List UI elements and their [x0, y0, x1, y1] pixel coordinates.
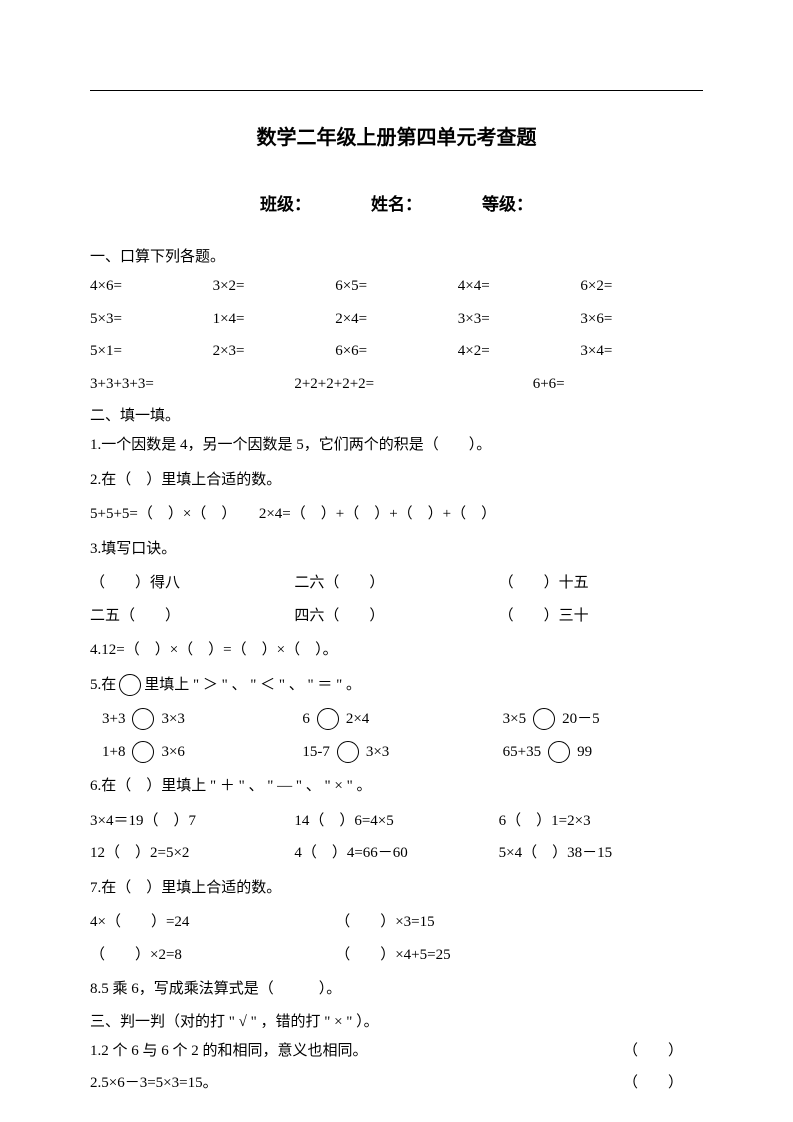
blank-cell: （ ）得八: [90, 569, 294, 598]
calc-cell: 3×4=: [580, 337, 703, 366]
s2-q7: 7.在（ ）里填上合适的数。: [90, 874, 703, 903]
blank-cell: （ ）三十: [499, 602, 703, 631]
blank-cell: 二五（ ）: [90, 602, 294, 631]
worksheet-page: 数学二年级上册第四单元考查题 班级： 姓名： 等级： 一、口算下列各题。 4×6…: [0, 0, 793, 1122]
s2-q2-line: 5+5+5=（ ）×（ ） 2×4=（ ）+（ ）+（ ）+（ ）: [90, 500, 703, 529]
compare-cell: 15-7 3×3: [302, 738, 502, 767]
fill-cell: 6（ ）1=2×3: [499, 807, 703, 836]
circle-icon: [337, 741, 359, 763]
s2-q3: 3.填写口诀。: [90, 535, 703, 564]
circle-icon: [533, 708, 555, 730]
blank-cell: （ ）十五: [499, 569, 703, 598]
right-val: 3×3: [161, 705, 184, 734]
left-val: 15-7: [302, 738, 330, 767]
right-val: 3×3: [366, 738, 389, 767]
calc-cell: 4×6=: [90, 272, 213, 301]
fill-cell: 12（ ）2=5×2: [90, 839, 294, 868]
s2-q5-row2: 1+8 3×6 15-7 3×3 65+35 99: [90, 738, 703, 767]
s2-q7-row1: 4×（ ）=24 （ ）×3=15: [90, 908, 703, 937]
s2-q1: 1.一个因数是 4，另一个因数是 5，它们两个的积是（ ）。: [90, 431, 703, 460]
s2-q5: 5.在 里填上 " ＞ " 、 " ＜ " 、 " ＝ " 。: [90, 671, 703, 700]
circle-icon: [132, 741, 154, 763]
calc-cell: 6×5=: [335, 272, 458, 301]
right-val: 20－5: [562, 705, 600, 734]
calc-cell: 2+2+2+2+2=: [294, 370, 532, 399]
calc-cell: 6×6=: [335, 337, 458, 366]
calc-cell: 2×3=: [213, 337, 336, 366]
s2-q3-row1: （ ）得八 二六（ ） （ ）十五: [90, 569, 703, 598]
fill-cell: （ ）×2=8: [90, 941, 335, 970]
fill-cell: 14（ ）6=4×5: [294, 807, 498, 836]
calc-cell: 3×2=: [213, 272, 336, 301]
left-val: 3×5: [503, 705, 526, 734]
s2-q5-row1: 3+3 3×3 6 2×4 3×5 20－5: [90, 705, 703, 734]
s2-q2: 2.在（ ）里填上合适的数。: [90, 466, 703, 495]
calc-cell: 1×4=: [213, 305, 336, 334]
compare-cell: 6 2×4: [302, 705, 502, 734]
name-label: 姓名：: [371, 190, 422, 215]
s3-q2: 2.5×6－3=5×3=15。 （ ）: [90, 1069, 703, 1098]
grade-label: 等级：: [482, 190, 533, 215]
judge-text: 2.5×6－3=5×3=15。: [90, 1069, 623, 1098]
s1-row1: 4×6= 3×2= 6×5= 4×4= 6×2=: [90, 272, 703, 301]
student-info-row: 班级： 姓名： 等级：: [90, 190, 703, 215]
fill-cell: 4（ ）4=66－60: [294, 839, 498, 868]
calc-cell: 5×1=: [90, 337, 213, 366]
calc-cell: 3×3=: [458, 305, 581, 334]
left-val: 6: [302, 705, 310, 734]
fill-cell: 4×（ ）=24: [90, 908, 335, 937]
calc-cell: 2×4=: [335, 305, 458, 334]
fill-cell: （ ）×3=15: [335, 908, 703, 937]
q5-suffix: 里填上 " ＞ " 、 " ＜ " 、 " ＝ " 。: [144, 677, 361, 693]
calc-cell: 6×2=: [580, 272, 703, 301]
s1-row4: 3+3+3+3= 2+2+2+2+2= 6+6=: [90, 370, 703, 399]
s2-q8: 8.5 乘 6，写成乘法算式是（ ）。: [90, 975, 703, 1004]
class-label: 班级：: [260, 190, 311, 215]
top-divider: [90, 90, 703, 91]
fill-cell: （ ）×4+5=25: [335, 941, 703, 970]
section1-heading: 一、口算下列各题。: [90, 245, 703, 266]
s2-q7-row2: （ ）×2=8 （ ）×4+5=25: [90, 941, 703, 970]
compare-cell: 3×5 20－5: [503, 705, 703, 734]
compare-cell: 1+8 3×6: [102, 738, 302, 767]
calc-cell: 6+6=: [533, 370, 703, 399]
circle-icon: [119, 674, 141, 696]
left-val: 1+8: [102, 738, 125, 767]
section2-heading: 二、填一填。: [90, 404, 703, 425]
judge-text: 1.2 个 6 与 6 个 2 的和相同，意义也相同。: [90, 1037, 623, 1066]
calc-cell: 4×2=: [458, 337, 581, 366]
s2-q6-row1: 3×4＝19（ ）7 14（ ）6=4×5 6（ ）1=2×3: [90, 807, 703, 836]
s3-q1: 1.2 个 6 与 6 个 2 的和相同，意义也相同。 （ ）: [90, 1037, 703, 1066]
blank-cell: 二六（ ）: [294, 569, 498, 598]
circle-icon: [132, 708, 154, 730]
s2-q3-row2: 二五（ ） 四六（ ） （ ）三十: [90, 602, 703, 631]
circle-icon: [317, 708, 339, 730]
s2-q6-row2: 12（ ）2=5×2 4（ ）4=66－60 5×4（ ）38－15: [90, 839, 703, 868]
judge-blank: （ ）: [623, 1037, 703, 1066]
right-val: 3×6: [161, 738, 184, 767]
s1-row2: 5×3= 1×4= 2×4= 3×3= 3×6=: [90, 305, 703, 334]
compare-cell: 65+35 99: [503, 738, 703, 767]
calc-cell: 4×4=: [458, 272, 581, 301]
judge-blank: （ ）: [623, 1069, 703, 1098]
left-val: 65+35: [503, 738, 541, 767]
fill-cell: 5×4（ ）38－15: [499, 839, 703, 868]
page-title: 数学二年级上册第四单元考查题: [90, 121, 703, 150]
right-val: 99: [577, 738, 592, 767]
calc-cell: 5×3=: [90, 305, 213, 334]
calc-cell: 3×6=: [580, 305, 703, 334]
s2-q6: 6.在（ ）里填上 " ＋ " 、 " — " 、 " × " 。: [90, 772, 703, 801]
s2-q4: 4.12=（ ）×（ ）=（ ）×（ ）。: [90, 636, 703, 665]
circle-icon: [548, 741, 570, 763]
blank-cell: 四六（ ）: [294, 602, 498, 631]
left-val: 3+3: [102, 705, 125, 734]
right-val: 2×4: [346, 705, 369, 734]
q5-prefix: 5.在: [90, 677, 116, 693]
section3-heading: 三、判一判（对的打 " √ " ，错的打 " × " ）。: [90, 1010, 703, 1031]
fill-cell: 3×4＝19（ ）7: [90, 807, 294, 836]
compare-cell: 3+3 3×3: [102, 705, 302, 734]
calc-cell: 3+3+3+3=: [90, 370, 294, 399]
s1-row3: 5×1= 2×3= 6×6= 4×2= 3×4=: [90, 337, 703, 366]
